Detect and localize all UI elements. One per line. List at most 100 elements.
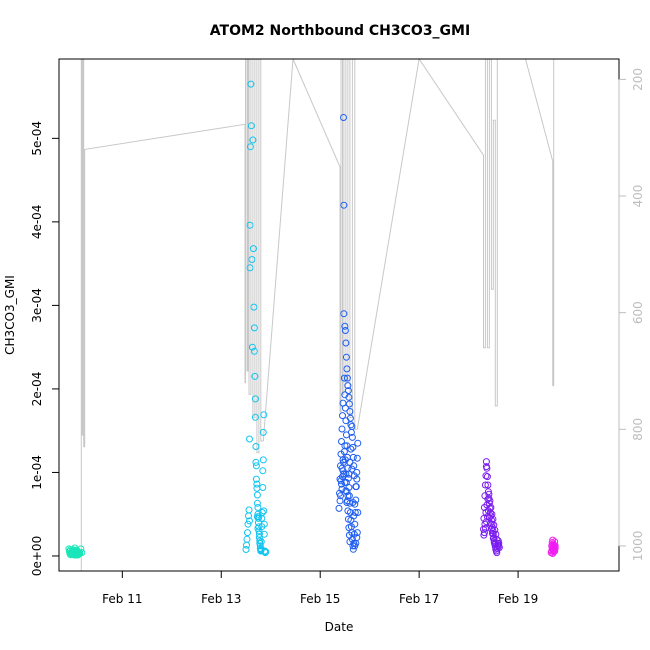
data-point <box>353 534 361 542</box>
data-point <box>246 435 253 443</box>
data-point <box>243 541 250 549</box>
data-point <box>482 458 490 466</box>
data-point <box>253 480 261 488</box>
data-point <box>248 256 256 263</box>
y-tick-label: 0e+00 <box>30 536 44 576</box>
data-point <box>346 414 354 422</box>
data-point <box>349 453 357 461</box>
data-point <box>340 201 348 209</box>
data-point <box>344 515 352 523</box>
data-point <box>486 497 494 505</box>
data-point <box>345 524 353 532</box>
right-tick-label: 400 <box>631 185 645 208</box>
data-point <box>256 537 264 545</box>
data-point <box>351 500 359 508</box>
x-tick-label: Feb 11 <box>102 592 142 606</box>
y-tick-label: 1e-04 <box>30 455 44 490</box>
data-point <box>353 454 361 462</box>
y-tick-label: 4e-04 <box>30 205 44 240</box>
data-point <box>349 499 357 506</box>
data-point <box>254 524 262 532</box>
data-point <box>249 245 257 253</box>
data-point <box>344 507 352 515</box>
data-point <box>341 442 349 450</box>
data-point <box>256 542 264 550</box>
data-point <box>351 509 359 516</box>
data-point <box>69 551 77 559</box>
x-tick-label: Feb 15 <box>300 592 340 606</box>
data-point <box>343 365 351 373</box>
data-point <box>252 475 260 483</box>
data-point <box>488 529 496 537</box>
data-point <box>345 400 353 408</box>
data-point <box>247 80 255 88</box>
data-point <box>340 374 348 382</box>
data-point <box>255 513 263 521</box>
data-point <box>336 497 344 505</box>
right-tick-label: 200 <box>631 68 645 91</box>
data-point <box>74 551 82 559</box>
data-point <box>341 327 349 334</box>
data-point <box>484 488 492 496</box>
data-point <box>346 408 354 415</box>
data-point <box>251 372 259 380</box>
data-point <box>347 445 355 453</box>
data-point <box>337 492 344 500</box>
chart-title: ATOM2 Northbound CH3CO3_GMI <box>210 23 470 39</box>
data-point <box>250 324 258 332</box>
data-point <box>344 492 352 500</box>
data-point <box>344 382 352 390</box>
data-point <box>481 481 489 489</box>
data-point <box>244 529 251 537</box>
data-point <box>259 484 267 491</box>
data-point <box>341 479 349 486</box>
data-point <box>254 504 262 511</box>
data-point <box>253 491 261 499</box>
y-axis-label: CH3CO3_GMI <box>3 275 17 355</box>
data-point <box>258 509 266 516</box>
data-point <box>353 475 361 483</box>
data-point <box>344 387 352 395</box>
data-point <box>260 507 268 515</box>
data-point <box>245 506 253 514</box>
data-point <box>345 531 353 539</box>
data-point <box>246 517 253 525</box>
data-point <box>259 428 267 436</box>
data-point <box>353 529 361 537</box>
right-tick-label: 600 <box>631 301 645 324</box>
data-point <box>483 464 491 472</box>
data-point <box>485 490 493 498</box>
data-point <box>490 539 498 547</box>
data-point <box>489 534 497 542</box>
data-point <box>341 404 349 412</box>
data-point <box>251 395 259 403</box>
data-point <box>551 538 559 546</box>
data-point <box>480 531 488 539</box>
data-point <box>259 456 267 464</box>
data-point <box>480 529 488 537</box>
data-point <box>246 143 254 151</box>
plot-frame <box>58 58 620 572</box>
data-point <box>483 473 491 481</box>
data-point <box>348 433 356 441</box>
data-point <box>250 303 258 311</box>
data-point <box>244 520 252 528</box>
y-tick-label: 5e-04 <box>30 121 44 156</box>
data-point <box>259 467 267 475</box>
data-point <box>249 136 257 144</box>
data-point <box>352 483 360 491</box>
data-point <box>348 465 356 473</box>
data-point <box>252 443 260 450</box>
data-point <box>354 439 362 447</box>
data-point <box>354 509 362 516</box>
data-point <box>339 412 346 420</box>
data-point <box>338 438 345 445</box>
data-point <box>340 114 347 121</box>
data-point <box>349 443 357 451</box>
data-point <box>248 343 256 351</box>
data-point <box>341 322 349 330</box>
data-point <box>246 264 254 272</box>
data-point <box>260 411 268 419</box>
data-point <box>340 310 348 318</box>
